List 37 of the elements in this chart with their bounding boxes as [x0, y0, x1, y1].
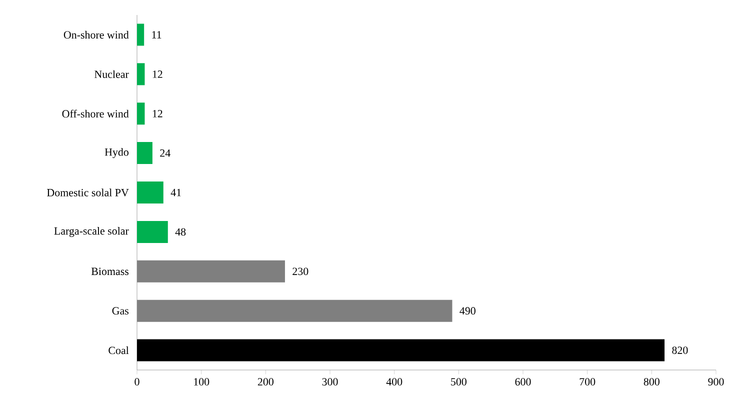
y-tick-label: Hydo — [104, 148, 128, 158]
y-tick-label: Nuclear — [94, 70, 129, 78]
x-tick-label: 300 — [322, 378, 338, 386]
bar — [137, 220, 168, 243]
data-label: 230 — [292, 268, 308, 276]
x-tick-label: 700 — [580, 378, 596, 386]
data-label: 12 — [152, 110, 162, 118]
y-tick-label: On-shore wind — [64, 30, 129, 39]
data-label: 490 — [460, 307, 476, 315]
x-tick-label: 200 — [258, 378, 274, 386]
bar — [137, 182, 164, 204]
x-tick-label: 0 — [134, 378, 140, 386]
bar — [137, 142, 152, 164]
bar — [137, 339, 665, 362]
data-label: 41 — [170, 188, 181, 196]
x-tick-label: 500 — [451, 378, 466, 386]
data-label: 820 — [672, 346, 688, 354]
bar — [137, 260, 285, 282]
bar — [137, 300, 452, 322]
data-label: 48 — [175, 228, 186, 236]
y-tick-label: Domestic solal PV — [47, 188, 129, 196]
y-tick-label: Gas — [112, 307, 128, 315]
x-tick-label: 900 — [708, 378, 724, 386]
bar — [137, 63, 145, 86]
x-tick-label: 100 — [194, 378, 210, 386]
y-tick-label: Larga-scale solar — [54, 226, 129, 237]
x-tick-label: 400 — [386, 378, 402, 386]
x-tick-label: 600 — [515, 378, 531, 386]
y-tick-label: Coal — [108, 346, 129, 354]
data-label: 11 — [152, 31, 162, 38]
data-label: 12 — [152, 70, 162, 78]
bar — [137, 102, 145, 125]
data-label: 24 — [160, 149, 170, 157]
bar — [137, 24, 144, 46]
x-tick-label: 800 — [644, 378, 660, 386]
y-tick-label: Off-shore wind — [62, 110, 129, 118]
y-tick-label: Biomass — [91, 268, 128, 276]
